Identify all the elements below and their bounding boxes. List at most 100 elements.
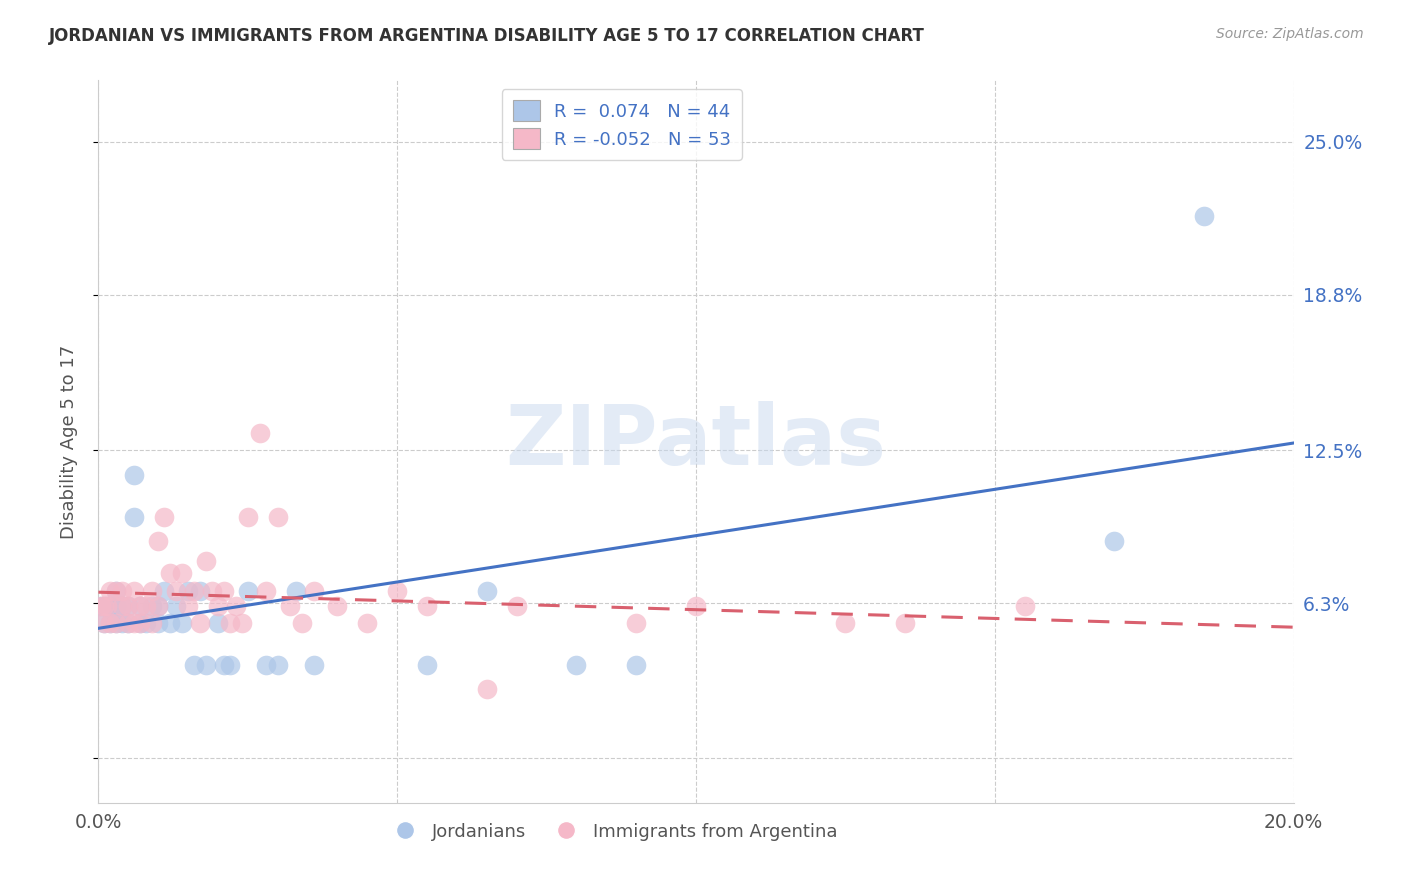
Point	[90, 599, 112, 613]
Point	[98, 615, 122, 630]
Point	[385, 583, 409, 598]
Point	[207, 615, 229, 630]
Text: Source: ZipAtlas.com: Source: ZipAtlas.com	[1216, 27, 1364, 41]
Point	[148, 599, 170, 613]
Point	[416, 599, 439, 613]
Point	[103, 599, 125, 613]
Point	[249, 425, 271, 440]
Point	[96, 599, 118, 613]
Point	[183, 657, 205, 672]
Point	[326, 599, 349, 613]
Point	[219, 657, 242, 672]
Point	[1104, 534, 1126, 549]
Point	[98, 615, 122, 630]
Point	[111, 583, 134, 598]
Point	[219, 615, 242, 630]
Point	[124, 615, 146, 630]
Point	[105, 615, 128, 630]
Point	[159, 615, 181, 630]
Point	[93, 615, 115, 630]
Point	[172, 615, 194, 630]
Point	[267, 509, 290, 524]
Point	[105, 583, 128, 598]
Point	[475, 583, 498, 598]
Point	[183, 583, 205, 598]
Point	[148, 534, 170, 549]
Point	[212, 657, 235, 672]
Point	[302, 583, 325, 598]
Point	[165, 599, 187, 613]
Point	[195, 657, 218, 672]
Point	[117, 599, 139, 613]
Point	[93, 599, 115, 613]
Point	[267, 657, 290, 672]
Point	[416, 657, 439, 672]
Point	[141, 599, 163, 613]
Legend: Jordanians, Immigrants from Argentina: Jordanians, Immigrants from Argentina	[380, 815, 845, 848]
Point	[254, 657, 277, 672]
Point	[291, 615, 314, 630]
Point	[212, 583, 235, 598]
Point	[111, 599, 134, 613]
Point	[201, 583, 224, 598]
Point	[894, 615, 917, 630]
Point	[284, 583, 307, 598]
Point	[111, 599, 134, 613]
Point	[141, 615, 163, 630]
Point	[153, 509, 176, 524]
Point	[1192, 209, 1215, 223]
Point	[141, 583, 163, 598]
Point	[98, 599, 122, 613]
Point	[135, 599, 157, 613]
Point	[254, 583, 277, 598]
Point	[129, 599, 152, 613]
Point	[165, 583, 187, 598]
Point	[236, 509, 259, 524]
Point	[111, 615, 134, 630]
Point	[207, 599, 229, 613]
Point	[626, 657, 648, 672]
Point	[153, 583, 176, 598]
Point	[475, 682, 498, 697]
Point	[834, 615, 856, 630]
Point	[124, 467, 146, 482]
Point	[1014, 599, 1036, 613]
Point	[124, 583, 146, 598]
Point	[93, 599, 115, 613]
Point	[177, 599, 200, 613]
Point	[117, 615, 139, 630]
Point	[117, 615, 139, 630]
Point	[188, 615, 211, 630]
Point	[117, 599, 139, 613]
Point	[506, 599, 529, 613]
Point	[565, 657, 588, 672]
Point	[188, 583, 211, 598]
Point	[626, 615, 648, 630]
Point	[236, 583, 259, 598]
Point	[231, 615, 253, 630]
Point	[105, 599, 128, 613]
Point	[93, 615, 115, 630]
Point	[177, 583, 200, 598]
Point	[302, 657, 325, 672]
Y-axis label: Disability Age 5 to 17: Disability Age 5 to 17	[59, 344, 77, 539]
Text: ZIPatlas: ZIPatlas	[506, 401, 886, 482]
Point	[90, 599, 112, 613]
Point	[159, 566, 181, 581]
Point	[105, 583, 128, 598]
Point	[129, 599, 152, 613]
Point	[129, 615, 152, 630]
Point	[685, 599, 707, 613]
Point	[135, 615, 157, 630]
Point	[148, 615, 170, 630]
Text: JORDANIAN VS IMMIGRANTS FROM ARGENTINA DISABILITY AGE 5 TO 17 CORRELATION CHART: JORDANIAN VS IMMIGRANTS FROM ARGENTINA D…	[49, 27, 925, 45]
Point	[172, 566, 194, 581]
Point	[356, 615, 378, 630]
Point	[225, 599, 247, 613]
Point	[148, 599, 170, 613]
Point	[96, 599, 118, 613]
Point	[278, 599, 301, 613]
Point	[129, 615, 152, 630]
Point	[105, 615, 128, 630]
Point	[98, 583, 122, 598]
